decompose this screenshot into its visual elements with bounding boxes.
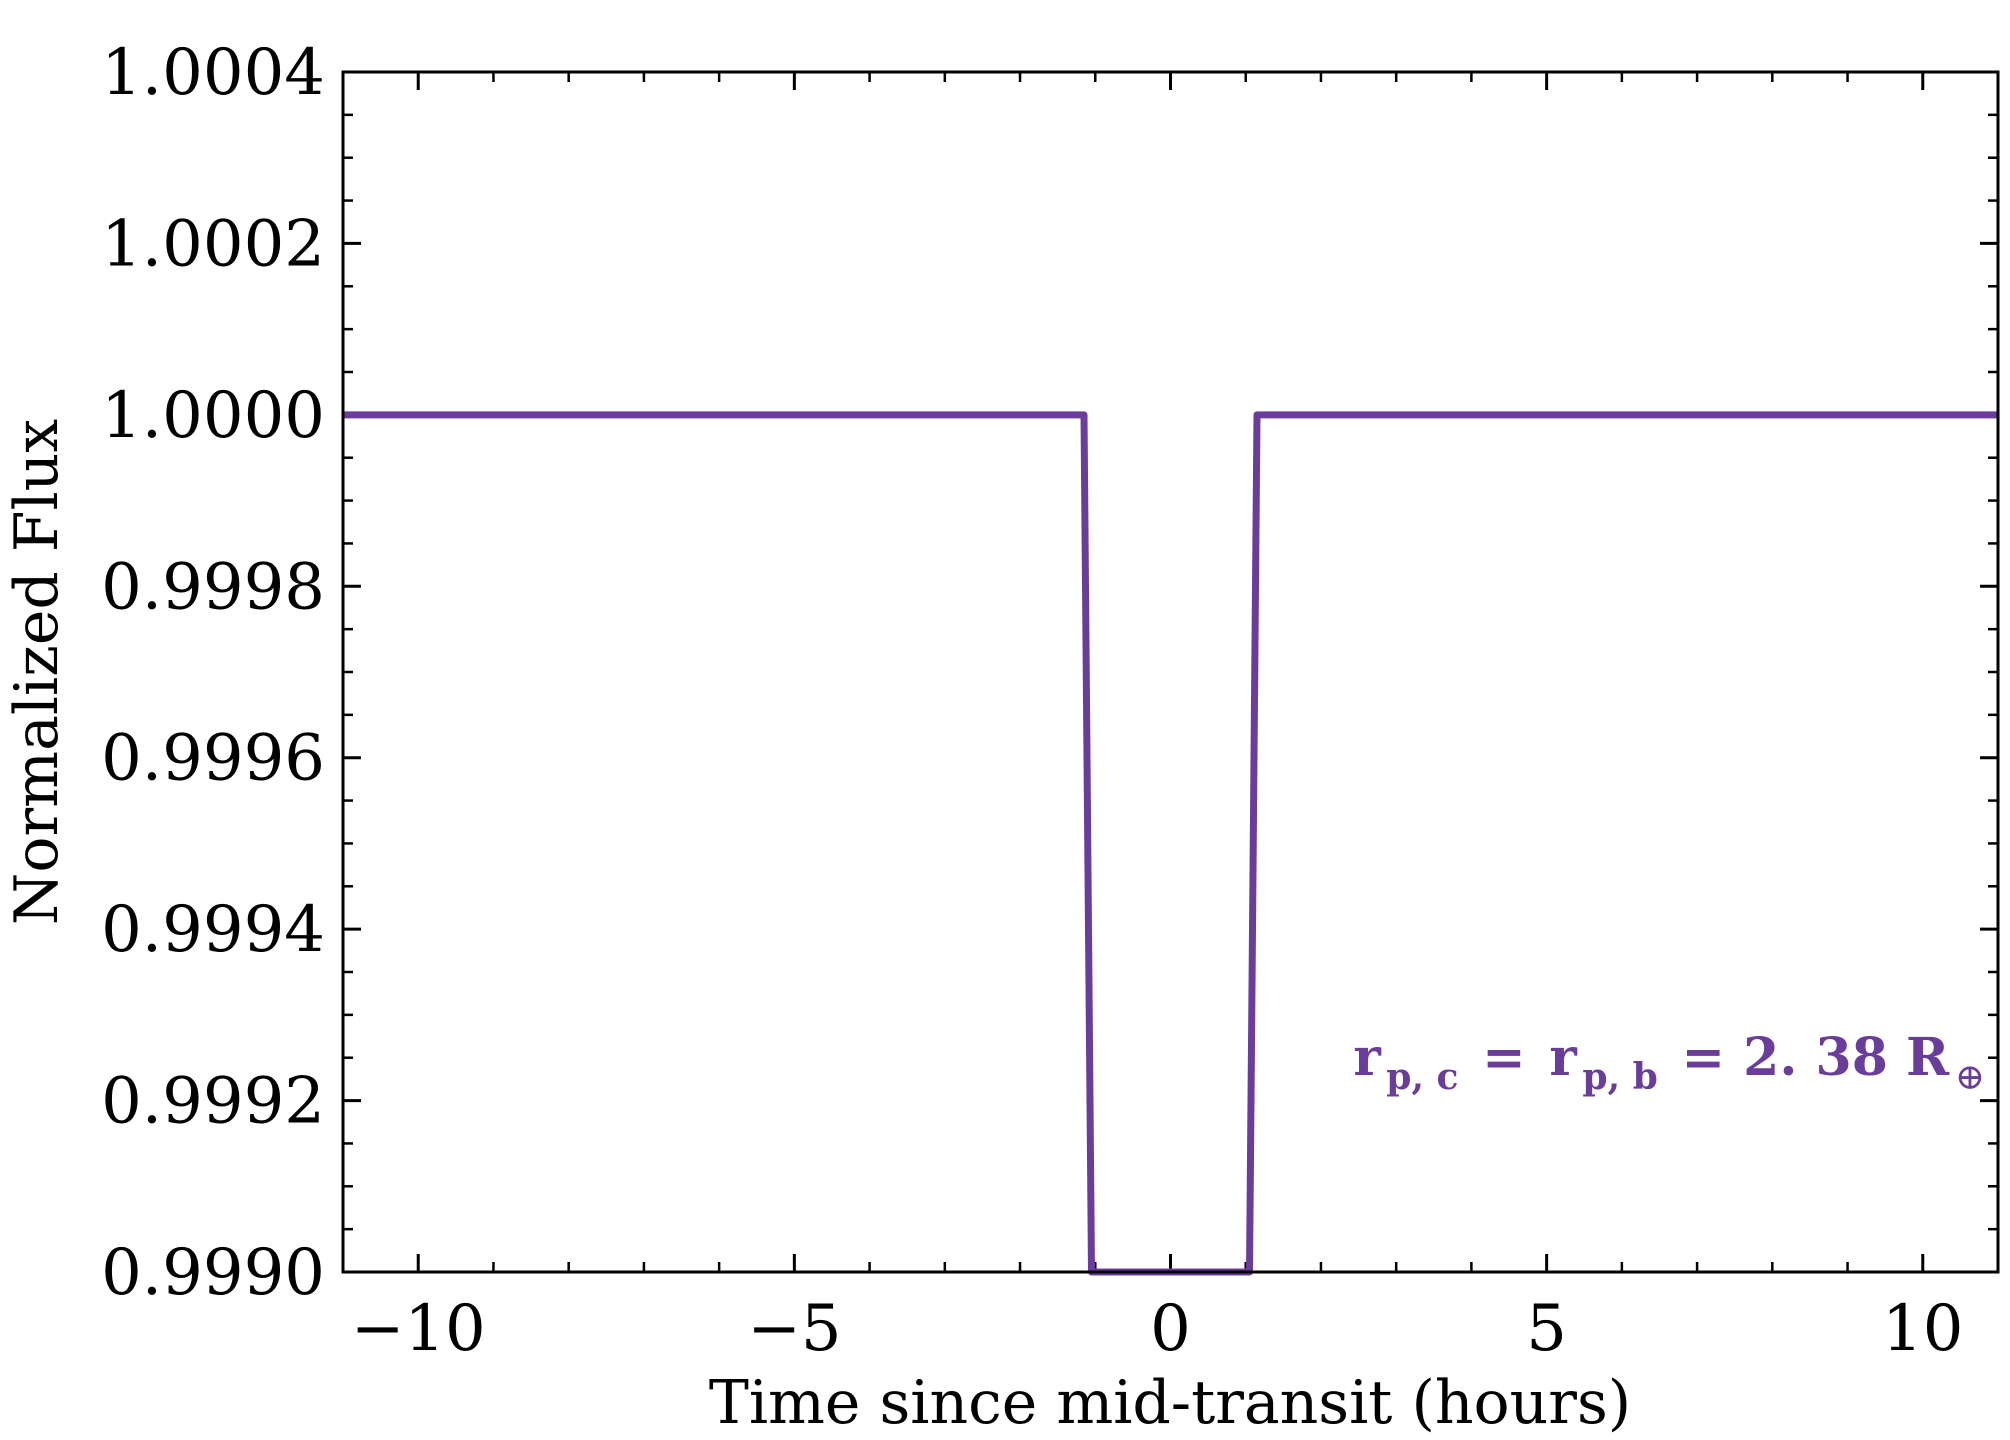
minor-ticks [341, 72, 2000, 1272]
plot-frame [341, 70, 2000, 1274]
y-tick-label: 1.0002 [101, 207, 325, 281]
annot-sub2: p, b [1582, 1056, 1657, 1098]
annot-eq2: = 2. 38 R [1663, 1027, 1950, 1088]
annot-eq1: = [1464, 1027, 1544, 1088]
y-tick-label: 0.9998 [101, 550, 325, 624]
annot-sub3: ⊕ [1955, 1057, 1985, 1098]
y-tick-label: 0.9992 [101, 1065, 325, 1139]
radius-annotation: r p, c = r p, b = 2. 38 R ⊕ [1353, 1027, 1985, 1098]
y-tick-label: 1.0004 [101, 36, 325, 110]
x-tick-labels: −10 −5 0 5 10 [351, 1292, 1964, 1366]
annot-sub1: p, c [1386, 1056, 1458, 1098]
y-axis-label: Normalized Flux [2, 419, 72, 925]
x-tick-label: 5 [1526, 1292, 1567, 1366]
y-tick-label: 1.0000 [101, 379, 325, 453]
x-axis-label: Time since mid-transit (hours) [709, 1368, 1631, 1438]
annot-r1: r [1353, 1027, 1381, 1088]
y-tick-label: 0.9990 [101, 1236, 325, 1310]
x-tick-label: 0 [1150, 1292, 1191, 1366]
x-tick-label: 10 [1882, 1292, 1963, 1366]
y-tick-label: 0.9994 [101, 893, 325, 967]
plot-area [343, 72, 1998, 1272]
annot-r2: r [1549, 1027, 1577, 1088]
x-tick-label: −5 [747, 1292, 841, 1366]
x-tick-label: −10 [351, 1292, 486, 1366]
y-tick-labels: 0.9990 0.9992 0.9994 0.9996 0.9998 1.0000 1.00… [101, 36, 325, 1310]
y-tick-label: 0.9996 [101, 722, 325, 796]
